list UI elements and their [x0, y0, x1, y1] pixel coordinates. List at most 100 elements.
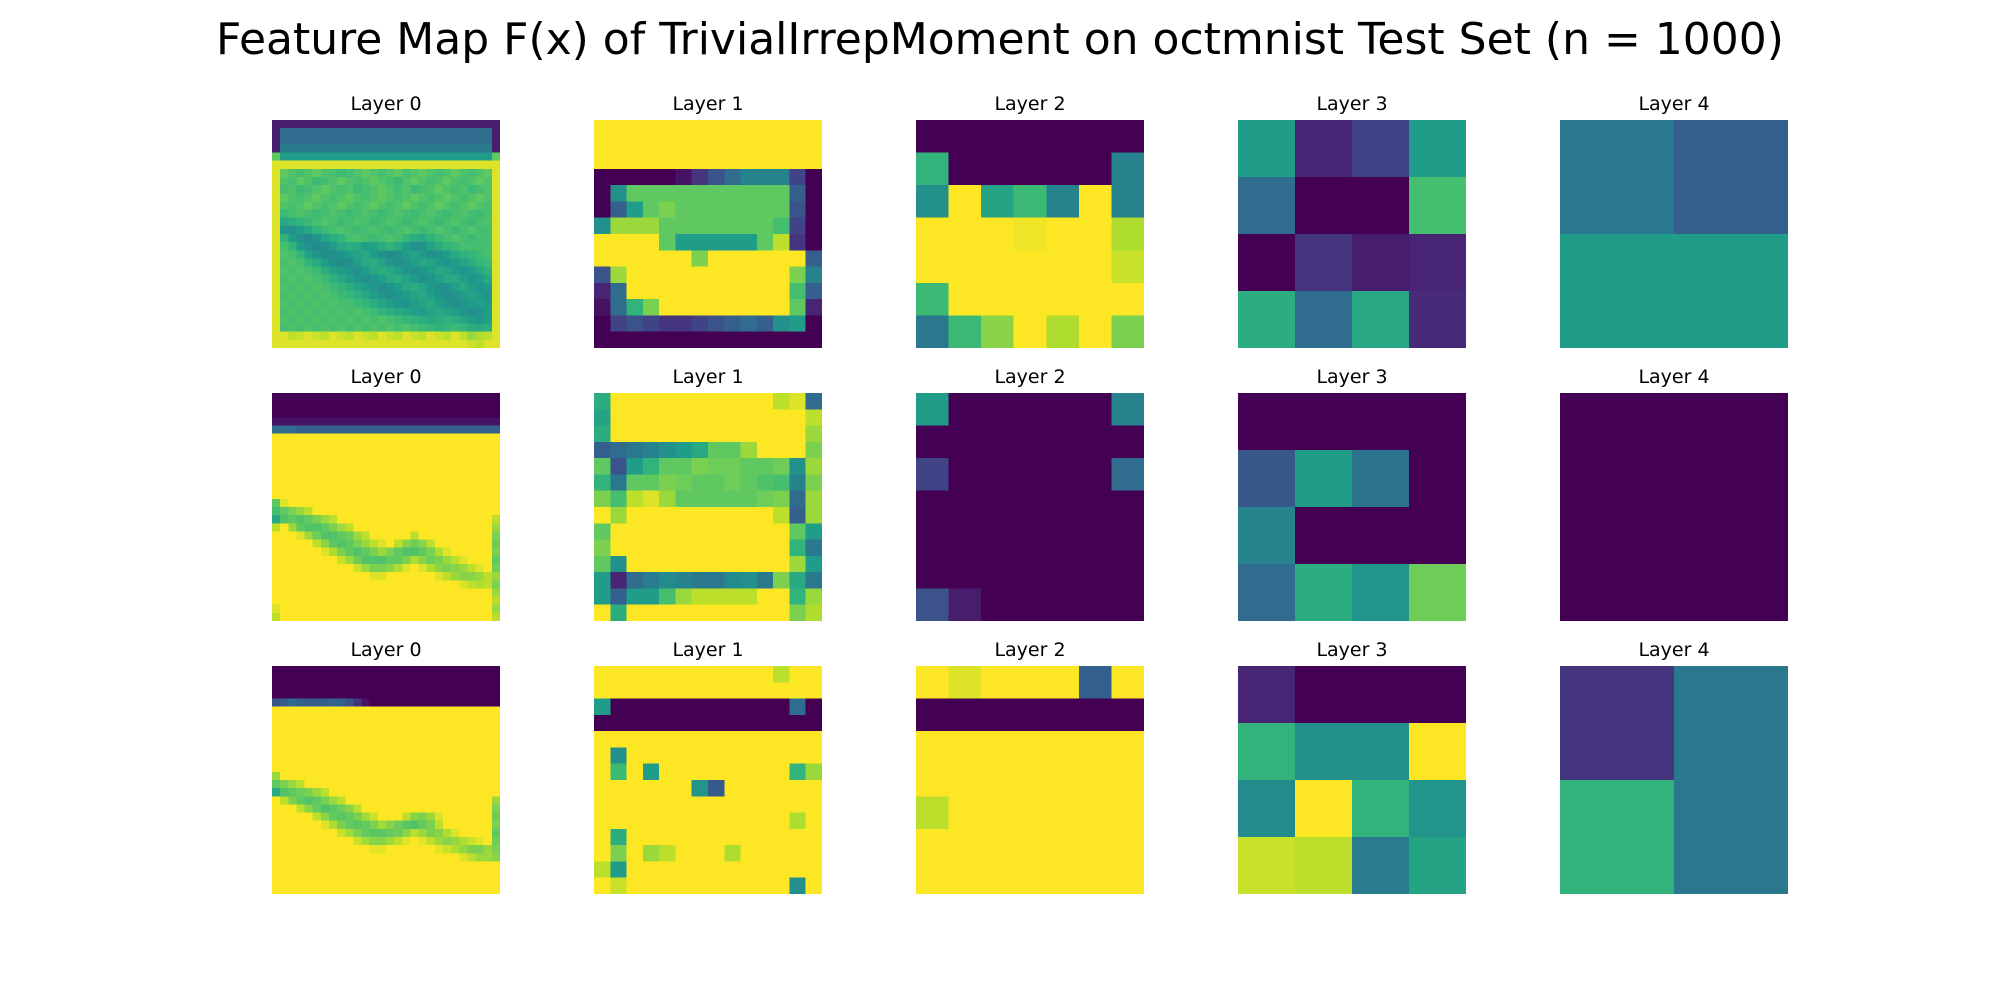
heatmap-cell: [740, 266, 758, 284]
heatmap-cell: [418, 120, 428, 129]
heatmap-cell: [304, 723, 314, 732]
heatmap-cell: [475, 441, 485, 451]
heatmap-cell: [386, 731, 395, 740]
heatmap-cell: [724, 682, 742, 700]
heatmap-cell: [329, 225, 338, 235]
heatmap-cell: [272, 307, 281, 317]
heatmap-cell: [659, 796, 677, 814]
heatmap-cell: [304, 417, 314, 427]
heatmap-cell: [272, 666, 281, 675]
heatmap-cell: [288, 266, 298, 276]
heatmap-cell: [724, 812, 742, 830]
heatmap-cell: [1295, 507, 1353, 565]
heatmap-cell: [394, 160, 403, 170]
heatmap-cell: [312, 425, 322, 435]
heatmap-cell: [337, 698, 346, 708]
heatmap-cell: [386, 393, 395, 402]
heatmap-cell: [475, 225, 485, 235]
heatmap-cell: [459, 258, 469, 268]
heatmap-cell: [361, 425, 371, 435]
heatmap-cell: [467, 144, 477, 154]
heatmap-cell: [345, 763, 355, 773]
heatmap-cell: [483, 274, 493, 284]
heatmap-cell: [280, 564, 289, 573]
heatmap-cell: [329, 136, 338, 146]
heatmap-cell: [386, 234, 395, 243]
heatmap-cell: [1046, 861, 1080, 894]
heatmap-cell: [594, 666, 611, 683]
heatmap-cell: [467, 885, 477, 894]
heatmap-cell: [272, 828, 281, 838]
heatmap-cell: [475, 723, 485, 732]
heatmap-cell: [280, 885, 289, 894]
heatmap-cell: [402, 393, 412, 402]
heatmap-cell: [288, 498, 298, 508]
heatmap-cell: [280, 682, 289, 692]
heatmap-cell: [280, 507, 289, 516]
heatmap-cell: [1078, 698, 1113, 732]
heatmap-cell: [443, 580, 452, 590]
heatmap-cell: [467, 482, 477, 492]
heatmap-cell: [610, 266, 628, 284]
heatmap-cell: [467, 682, 477, 692]
heatmap-cell: [377, 168, 387, 178]
heatmap-cell: [272, 580, 281, 590]
heatmap-cell: [345, 796, 355, 806]
heatmap-cell: [724, 845, 742, 863]
heatmap-cell: [312, 458, 322, 467]
heatmap-cell: [451, 531, 460, 541]
heatmap-cell: [402, 482, 412, 492]
heatmap-cell: [659, 393, 677, 410]
heatmap-cell: [483, 266, 493, 276]
heatmap-cell: [1046, 250, 1080, 284]
heatmap-cell: [312, 698, 322, 708]
heatmap-cell: [361, 682, 371, 692]
heatmap-cell: [418, 837, 428, 846]
heatmap-cell: [410, 674, 420, 683]
heatmap-cell: [369, 796, 379, 806]
heatmap-cell: [708, 409, 725, 427]
heatmap-cell: [467, 507, 477, 516]
heatmap-cell: [337, 458, 346, 467]
heatmap-cell: [451, 877, 460, 887]
heatmap-cell: [1111, 217, 1144, 251]
heatmap-cell: [353, 323, 363, 333]
heatmap-cell: [410, 291, 420, 300]
heatmap-cell: [610, 780, 628, 797]
heatmap-cell: [369, 144, 379, 154]
heatmap-cell: [642, 409, 660, 427]
heatmap-cell: [740, 250, 758, 268]
heatmap-cell: [296, 234, 306, 243]
heatmap-panel: [272, 120, 500, 348]
heatmap-cell: [475, 466, 485, 476]
heatmap-cell: [789, 877, 807, 894]
heatmap-cell: [451, 804, 460, 814]
heatmap-cell: [353, 723, 363, 732]
heatmap-cell: [459, 731, 469, 740]
heatmap-cell: [491, 796, 500, 806]
heatmap-cell: [320, 331, 330, 341]
heatmap-cell: [459, 539, 469, 549]
heatmap-cell: [426, 193, 436, 203]
heatmap-cell: [402, 417, 412, 427]
heatmap-cell: [410, 845, 420, 854]
heatmap-cell: [377, 837, 387, 846]
heatmap-cell: [443, 555, 452, 565]
heatmap-cell: [475, 482, 485, 492]
heatmap-cell: [361, 193, 371, 203]
heatmap-cell: [312, 498, 322, 508]
heatmap-cell: [434, 796, 444, 806]
heatmap-cell: [626, 250, 644, 268]
heatmap-cell: [288, 152, 298, 162]
heatmap-cell: [304, 788, 314, 797]
heatmap-cell: [475, 433, 485, 443]
heatmap-cell: [451, 788, 460, 797]
heatmap-cell: [272, 690, 281, 700]
heatmap-cell: [708, 490, 725, 508]
heatmap-cell: [304, 755, 314, 765]
heatmap-cell: [948, 666, 982, 700]
heatmap-cell: [402, 274, 412, 284]
heatmap-cell: [280, 441, 289, 451]
heatmap-cell: [337, 796, 346, 806]
heatmap-cell: [304, 780, 314, 789]
